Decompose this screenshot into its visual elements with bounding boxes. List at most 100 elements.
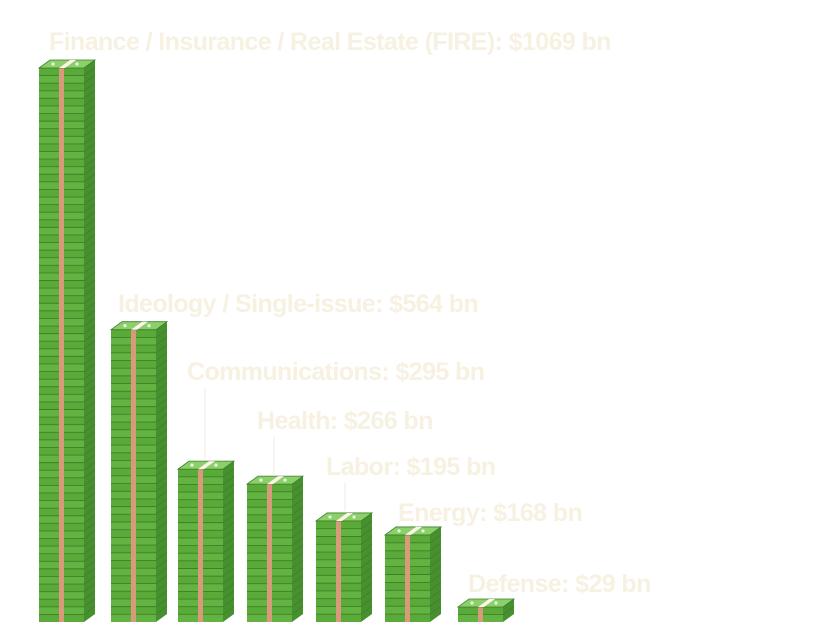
bill-edge-side <box>291 552 304 562</box>
bill-edge-side <box>222 560 235 569</box>
stack-band <box>59 68 64 622</box>
data-label: Communications: $295 bn <box>187 358 484 386</box>
stack-band <box>267 484 272 622</box>
bill-dot <box>494 601 498 605</box>
bill-edge-side <box>155 413 168 423</box>
bill-edge-side <box>222 499 235 508</box>
bill-edge-side <box>360 605 373 615</box>
bill-edge-side <box>83 317 96 327</box>
bill-edge-side <box>83 272 96 281</box>
bill-edge-side <box>83 188 96 198</box>
bill-edge-side <box>83 583 96 592</box>
bill-edge-side <box>83 370 96 380</box>
bill-edge-side <box>83 537 96 547</box>
bill-edge-side <box>155 359 168 369</box>
bill-edge-side <box>83 173 96 183</box>
data-label: Defense: $29 bn <box>468 570 651 598</box>
bill-dot <box>259 478 263 482</box>
bill-edge-side <box>83 302 96 312</box>
bill-edge-side <box>429 534 442 544</box>
bill-edge-side <box>83 150 96 160</box>
bill-edge-side <box>155 459 168 469</box>
bill-edge-side <box>83 499 96 509</box>
bar-money-stack <box>109 321 169 622</box>
bill-edge-side <box>291 575 304 584</box>
bill-edge-side <box>155 444 168 454</box>
bill-edge-side <box>291 560 304 569</box>
bill-edge-side <box>83 598 96 608</box>
bar-money-stack <box>456 598 516 622</box>
bill-edge-side <box>222 483 235 493</box>
bill-edge-side <box>291 514 304 523</box>
bill-edge-side <box>83 340 96 350</box>
bill-edge-side <box>155 575 168 584</box>
bill-edge-side <box>360 535 373 545</box>
bill-dot <box>214 463 218 467</box>
bill-edge-side <box>83 112 96 122</box>
bill-edge-side <box>155 498 168 507</box>
stack-band <box>405 534 410 622</box>
bill-edge-side <box>222 476 235 485</box>
bill-edge-side <box>83 568 96 577</box>
bill-edge-side <box>222 583 235 592</box>
bill-dot <box>470 601 474 605</box>
bar-money-stack <box>383 524 443 622</box>
bill-edge-side <box>291 590 304 600</box>
bill-edge-side <box>83 348 96 357</box>
bill-dot <box>51 62 55 66</box>
bill-edge-side <box>155 436 168 446</box>
bill-edge-side <box>155 406 168 415</box>
bill-edge-side <box>429 597 442 607</box>
bill-edge-side <box>83 492 96 501</box>
bill-edge-side <box>83 74 96 84</box>
bill-edge-side <box>83 234 96 243</box>
bill-edge-side <box>155 544 168 554</box>
stack-top-band <box>478 598 495 607</box>
bill-edge-side <box>291 544 304 554</box>
bill-edge-side <box>155 606 168 615</box>
bill-dot <box>352 515 356 519</box>
bill-edge-side <box>222 521 235 531</box>
bill-edge-side <box>83 90 96 99</box>
bill-edge-side <box>222 567 235 577</box>
bill-edge-side <box>429 550 442 559</box>
bill-edge-side <box>155 536 168 546</box>
bill-edge-side <box>155 382 168 392</box>
bill-edge-side <box>83 355 96 365</box>
bill-edge-side <box>222 544 235 554</box>
bill-edge-side <box>155 452 168 461</box>
stack-band <box>131 329 136 622</box>
bill-edge-side <box>429 589 442 599</box>
bill-edge-side <box>83 469 96 479</box>
bill-dot <box>421 529 425 533</box>
bill-edge-side <box>155 482 168 492</box>
bill-edge-side <box>83 211 96 221</box>
bill-edge-side <box>360 520 373 529</box>
bill-edge-side <box>155 552 168 561</box>
bill-edge-side <box>291 606 304 615</box>
bill-edge-side <box>155 344 168 354</box>
bill-edge-side <box>83 461 96 471</box>
bill-edge-side <box>83 325 96 334</box>
bill-edge-side <box>155 521 168 530</box>
bill-edge-side <box>155 390 168 400</box>
bill-edge-side <box>291 567 304 577</box>
bill-edge-side <box>222 514 235 523</box>
bill-edge-side <box>83 196 96 205</box>
bill-edge-side <box>83 287 96 296</box>
bill-edge-side <box>83 97 96 107</box>
bill-dot <box>123 324 127 328</box>
bill-edge-side <box>83 408 96 418</box>
bill-edge-side <box>83 545 96 554</box>
bill-edge-side <box>155 352 168 361</box>
bill-edge-side <box>291 483 304 493</box>
bill-edge-side <box>155 329 168 338</box>
stack-top-band <box>336 512 353 521</box>
bill-edge-side <box>83 158 96 167</box>
bill-edge-side <box>83 363 96 372</box>
bill-edge-side <box>83 332 96 342</box>
bill-edge-side <box>83 241 96 251</box>
bill-edge-side <box>83 135 96 145</box>
bill-edge-side <box>155 490 168 500</box>
